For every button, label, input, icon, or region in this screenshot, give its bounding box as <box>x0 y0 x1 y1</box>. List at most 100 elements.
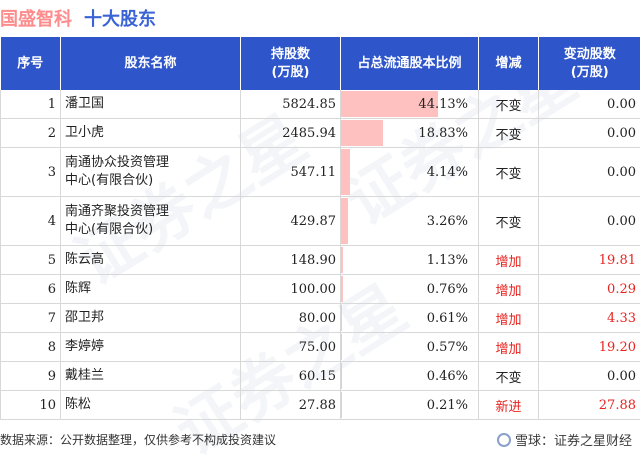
footer: 数据来源：公开数据整理，仅供参考不构成投资建议 雪球：证券之星财经 <box>0 429 640 449</box>
cell-change: 不变 <box>479 119 539 148</box>
data-source-note: 数据来源：公开数据整理，仅供参考不构成投资建议 <box>0 431 276 448</box>
cell-holder-name: 陈云高 <box>61 246 241 275</box>
cell-rank: 4 <box>1 197 61 246</box>
header-shares: 持股数 (万股) <box>241 37 341 90</box>
holder-name-line1: 陈云高 <box>65 251 236 269</box>
holder-name-line1: 戴桂兰 <box>65 367 236 385</box>
cell-change: 不变 <box>479 90 539 119</box>
cell-change: 新进 <box>479 391 539 420</box>
cell-holder-name: 李婷婷 <box>61 333 241 362</box>
holder-name-line1: 陈辉 <box>65 280 236 298</box>
header-shares-line2: (万股) <box>241 64 340 82</box>
cell-holder-name: 邵卫邦 <box>61 304 241 333</box>
cell-delta: 0.00 <box>539 197 640 246</box>
cell-change: 不变 <box>479 362 539 391</box>
cell-ratio: 18.83% <box>341 119 479 148</box>
brand: 雪球：证券之星财经 <box>497 430 632 449</box>
cell-delta: 0.29 <box>539 275 640 304</box>
cell-rank: 8 <box>1 333 61 362</box>
cell-rank: 1 <box>1 90 61 119</box>
cell-delta: 0.00 <box>539 148 640 197</box>
cell-holder-name: 陈辉 <box>61 275 241 304</box>
cell-delta: 0.00 <box>539 362 640 391</box>
header-change: 增减 <box>479 37 539 90</box>
cell-ratio: 0.61% <box>341 304 479 333</box>
cell-shares: 5824.85 <box>241 90 341 119</box>
cell-rank: 10 <box>1 391 61 420</box>
ratio-bar <box>341 392 342 418</box>
cell-shares: 429.87 <box>241 197 341 246</box>
cell-ratio: 0.57% <box>341 333 479 362</box>
ratio-value: 0.76% <box>345 282 474 297</box>
cell-ratio: 44.13% <box>341 90 479 119</box>
holder-name-line1: 李婷婷 <box>65 338 236 356</box>
ratio-bar <box>341 363 342 389</box>
cell-rank: 3 <box>1 148 61 197</box>
cell-delta: 27.88 <box>539 391 640 420</box>
cell-shares: 2485.94 <box>241 119 341 148</box>
cell-shares: 100.00 <box>241 275 341 304</box>
ratio-value: 44.13% <box>345 97 474 112</box>
ratio-bar <box>341 247 343 273</box>
cell-ratio: 3.26% <box>341 197 479 246</box>
cell-holder-name: 戴桂兰 <box>61 362 241 391</box>
cell-ratio: 0.46% <box>341 362 479 391</box>
cell-ratio: 0.76% <box>341 275 479 304</box>
cell-shares: 547.11 <box>241 148 341 197</box>
ratio-value: 0.21% <box>345 398 474 413</box>
cell-holder-name: 卫小虎 <box>61 119 241 148</box>
cell-delta: 19.20 <box>539 333 640 362</box>
cell-shares: 80.00 <box>241 304 341 333</box>
cell-delta: 19.81 <box>539 246 640 275</box>
holder-name-line1: 邵卫邦 <box>65 309 236 327</box>
ratio-bar <box>341 305 342 331</box>
ratio-value: 0.57% <box>345 340 474 355</box>
cell-shares: 60.15 <box>241 362 341 391</box>
cell-ratio: 0.21% <box>341 391 479 420</box>
shareholders-table: 序号 股东名称 持股数 (万股) 占总流通股本比例 增减 变动股数 (万股) 1… <box>0 37 640 420</box>
holder-name-line1: 南通齐聚投资管理 <box>65 203 236 221</box>
cell-rank: 9 <box>1 362 61 391</box>
cell-shares: 27.88 <box>241 391 341 420</box>
cell-delta: 0.00 <box>539 90 640 119</box>
holder-name-line1: 潘卫国 <box>65 95 236 113</box>
cell-holder-name: 潘卫国 <box>61 90 241 119</box>
cell-change: 增加 <box>479 304 539 333</box>
cell-rank: 5 <box>1 246 61 275</box>
brand-text: 雪球：证券之星财经 <box>515 430 632 449</box>
cell-shares: 75.00 <box>241 333 341 362</box>
ratio-bar <box>341 276 343 302</box>
header-rank: 序号 <box>1 37 61 90</box>
cell-shares: 148.90 <box>241 246 341 275</box>
header-delta-line2: (万股) <box>539 64 640 82</box>
header-shares-line1: 持股数 <box>241 46 340 64</box>
ratio-value: 0.61% <box>345 311 474 326</box>
cell-rank: 2 <box>1 119 61 148</box>
cell-rank: 7 <box>1 304 61 333</box>
holder-name-line1: 陈松 <box>65 396 236 414</box>
cell-delta: 4.33 <box>539 304 640 333</box>
ratio-value: 0.46% <box>345 369 474 384</box>
ratio-value: 1.13% <box>345 253 474 268</box>
header-name: 股东名称 <box>61 37 241 90</box>
header-delta: 变动股数 (万股) <box>539 37 640 90</box>
cell-delta: 0.00 <box>539 119 640 148</box>
cell-change: 不变 <box>479 148 539 197</box>
header-ratio: 占总流通股本比例 <box>341 37 479 90</box>
holder-name-line2: 中心(有限合伙) <box>65 172 236 190</box>
holder-name-line1: 卫小虎 <box>65 124 236 142</box>
ratio-value: 18.83% <box>345 126 474 141</box>
title-bar: 国盛智科 十大股东 <box>0 0 640 36</box>
cell-holder-name: 南通协众投资管理中心(有限合伙) <box>61 148 241 197</box>
company-name: 国盛智科 <box>0 5 72 31</box>
cell-change: 增加 <box>479 333 539 362</box>
holder-name-line1: 南通协众投资管理 <box>65 154 236 172</box>
cell-holder-name: 陈松 <box>61 391 241 420</box>
header-delta-line1: 变动股数 <box>539 46 640 64</box>
cell-change: 不变 <box>479 197 539 246</box>
